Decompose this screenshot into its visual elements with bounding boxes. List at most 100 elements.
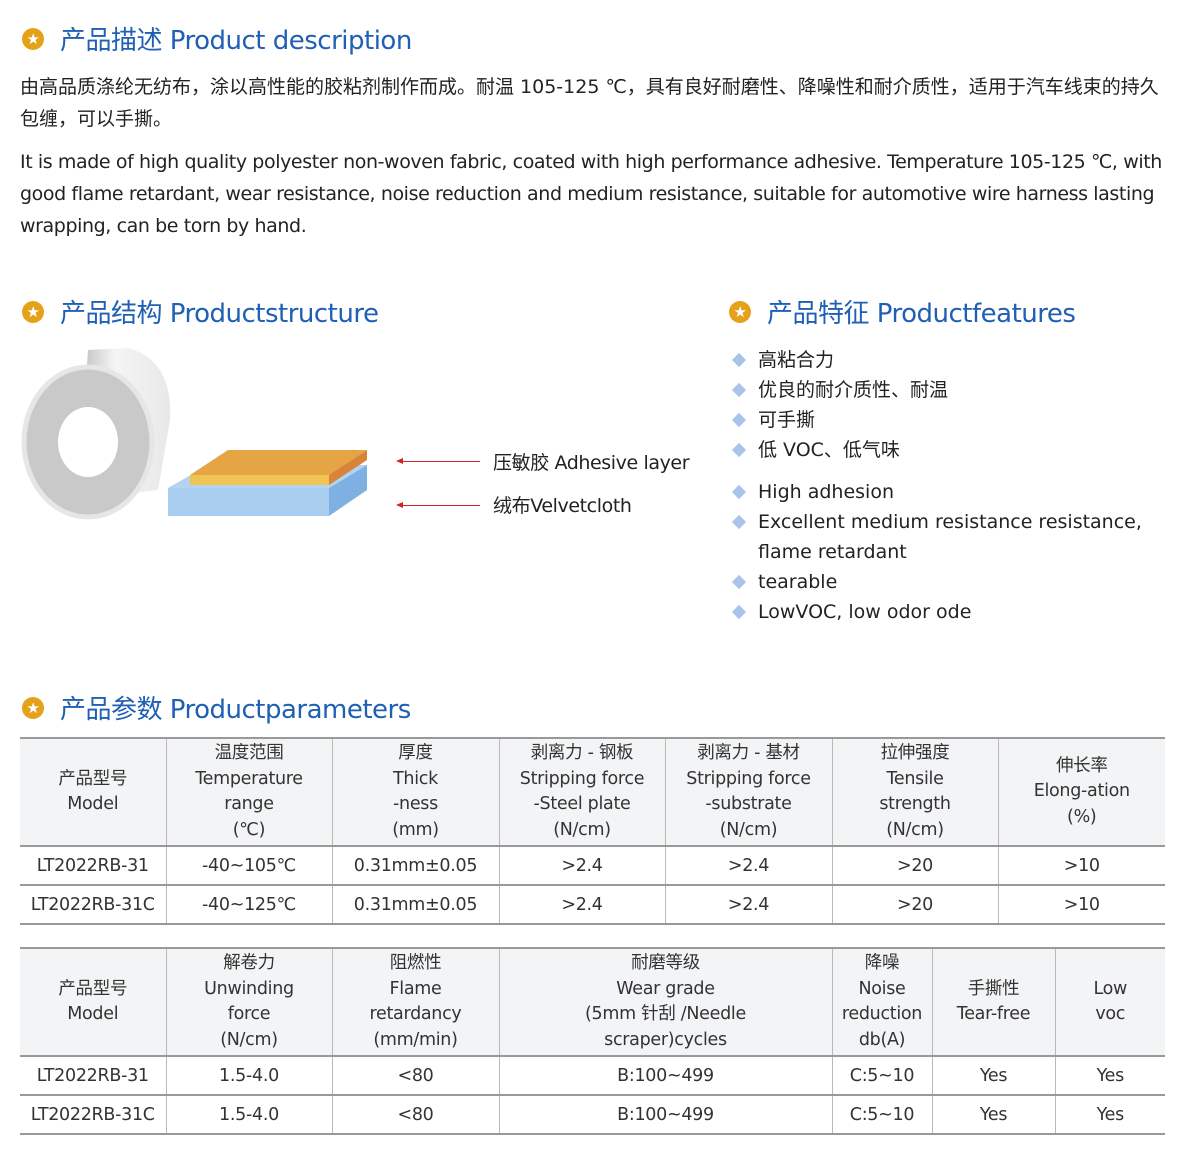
table-cell: C:5~10	[831, 1094, 933, 1135]
table-cell: <80	[331, 1094, 500, 1135]
table-cell: -40~125℃	[165, 884, 333, 925]
column-header: 解卷力 Unwinding force (N/cm)	[165, 947, 333, 1057]
header-line: 温度范围	[214, 743, 284, 763]
table-cell: 1.5-4.0	[165, 1055, 333, 1096]
feature-item: 高粘合力	[731, 345, 1172, 375]
header-line: (N/cm)	[886, 819, 944, 840]
header-line: retardancy	[369, 1004, 462, 1024]
table-cell: >2.4	[664, 884, 833, 925]
feature-item: tearable	[731, 567, 1172, 597]
header-line: 产品型号	[58, 978, 128, 999]
table-cell: >10	[997, 845, 1165, 886]
column-header: 产品型号 Model	[20, 947, 167, 1057]
table-cell: Yes	[1054, 1094, 1165, 1135]
table-cell: >2.4	[498, 884, 666, 925]
arrow-cloth	[396, 502, 480, 508]
diamond-bullet-icon	[731, 574, 747, 590]
parameters-table-1: 产品型号 Model 温度范围 Temperature range (℃) 厚度 Thick -…	[20, 737, 1165, 925]
header-line: Elong-ation	[1033, 781, 1130, 802]
header-line: 解卷力	[223, 953, 275, 973]
header-line: 产品型号	[58, 768, 128, 789]
header-line: -ness	[393, 794, 438, 814]
table-row: LT2022RB-31 1.5-4.0 <80 B:100~499 C:5~10 Yes Y…	[20, 1055, 1165, 1096]
section-heading-description: ★ 产品描述 Product description	[22, 20, 412, 57]
header-line: db(A)	[858, 1029, 906, 1050]
table-cell: >20	[831, 884, 999, 925]
header-line: 降噪	[864, 953, 900, 973]
header-line: (℃)	[232, 819, 266, 840]
description-zh: 由高品质涤纶无纺布，涂以高性能的胶粘剂制作而成。耐温 105-125 ℃，具有良…	[20, 76, 1159, 130]
header-line: -Steel plate	[533, 794, 631, 814]
column-header: 降噪 Noise reduction db(A)	[831, 947, 933, 1057]
column-header: 拉伸强度 Tensile strength (N/cm)	[831, 737, 999, 847]
adhesive-layer-top	[190, 450, 367, 475]
table-cell: 0.31mm±0.05	[331, 884, 500, 925]
header-line: 拉伸强度	[880, 743, 950, 763]
header-line: Unwinding	[204, 978, 294, 999]
table-row: LT2022RB-31C 1.5-4.0 <80 B:100~499 C:5~10 Yes…	[20, 1094, 1165, 1135]
parameters-table-2: 产品型号 Model 解卷力 Unwinding force (N/cm) 阻燃性 Flame…	[20, 947, 1165, 1135]
feature-item: High adhesion	[731, 477, 1172, 507]
star-icon: ★	[22, 300, 44, 323]
header-line: (N/cm)	[220, 1029, 278, 1050]
feature-item: 优良的耐介质性、耐温	[731, 375, 1172, 405]
section-heading-structure: ★ 产品结构 Productstructure	[22, 293, 379, 330]
column-header: 温度范围 Temperature range (℃)	[165, 737, 333, 847]
feature-item: 可手撕	[731, 405, 1172, 435]
header-line: Wear grade	[616, 978, 715, 999]
header-line: 耐磨等级	[631, 953, 700, 973]
section-heading-parameters: ★ 产品参数 Productparameters	[22, 689, 411, 726]
star-icon: ★	[22, 696, 44, 719]
header-line: Temperature	[195, 768, 303, 789]
header-line: (N/cm)	[719, 819, 778, 840]
column-header: 厚度 Thick -ness (mm)	[331, 737, 500, 847]
header-row: 产品型号 Model 温度范围 Temperature range (℃) 厚度 Thick -…	[20, 737, 1165, 847]
velvetcloth-label: 绒布Velvetcloth	[493, 495, 632, 517]
header-line: voc	[1095, 1004, 1126, 1024]
feature-item: Excellent medium resistance resistance, …	[731, 507, 1172, 567]
header-row: 产品型号 Model 解卷力 Unwinding force (N/cm) 阻燃性 Flame…	[20, 947, 1165, 1057]
tape-roll-core	[58, 407, 118, 477]
header-line: Tear-free	[956, 1004, 1031, 1024]
column-header: 耐磨等级 Wear grade (5mm 针刮 /Needle scraper)cyc…	[498, 947, 833, 1057]
header-line: strength	[879, 794, 951, 814]
arrow-adhesive	[396, 458, 480, 464]
header-line: 手撕性	[967, 978, 1020, 999]
header-line: Tensile	[886, 768, 944, 789]
column-header: 剥离力 - 基材 Stripping force -substrate (N/cm)	[664, 737, 833, 847]
header-line: range	[224, 794, 274, 814]
header-line: Flame	[389, 978, 442, 999]
table-cell: -40~105℃	[165, 845, 333, 886]
feature-item: LowVOC, low odor ode	[731, 597, 1172, 627]
diamond-bullet-icon	[731, 412, 747, 428]
column-header: 剥离力 - 钢板 Stripping force -Steel plate (N/cm…	[498, 737, 666, 847]
header-line: force	[227, 1004, 271, 1024]
table-cell: LT2022RB-31C	[20, 1094, 167, 1135]
table-cell: Yes	[1054, 1055, 1165, 1096]
header-line: (mm/min)	[373, 1029, 458, 1050]
diamond-bullet-icon	[731, 352, 747, 368]
tape-structure-diagram	[21, 348, 367, 520]
column-header: 伸长率 Elong-ation (%)	[997, 737, 1165, 847]
star-icon: ★	[22, 27, 44, 50]
header-line: Stripping force	[686, 768, 811, 789]
table-cell: Yes	[931, 1055, 1056, 1096]
table-cell: >2.4	[664, 845, 833, 886]
diamond-bullet-icon	[731, 604, 747, 620]
table-cell: B:100~499	[498, 1094, 833, 1135]
section-heading-features: ★ 产品特征 Productfeatures	[729, 293, 1076, 330]
heading-text: 产品描述 Product description	[60, 26, 412, 56]
table-cell: LT2022RB-31	[20, 1055, 167, 1096]
header-line: Noise	[858, 978, 906, 999]
header-line: 剥离力 - 钢板	[530, 743, 634, 763]
header-line: (N/cm)	[553, 819, 611, 840]
diamond-bullet-icon	[731, 382, 747, 398]
adhesive-layer-front	[190, 475, 329, 485]
header-line: 剥离力 - 基材	[697, 743, 800, 763]
column-header: 产品型号 Model	[20, 737, 167, 847]
table-cell: LT2022RB-31C	[20, 884, 167, 925]
table-cell: 1.5-4.0	[165, 1094, 333, 1135]
heading-text: 产品特征 Productfeatures	[767, 299, 1076, 329]
table-cell: >10	[997, 884, 1165, 925]
header-line: 伸长率	[1055, 755, 1108, 776]
